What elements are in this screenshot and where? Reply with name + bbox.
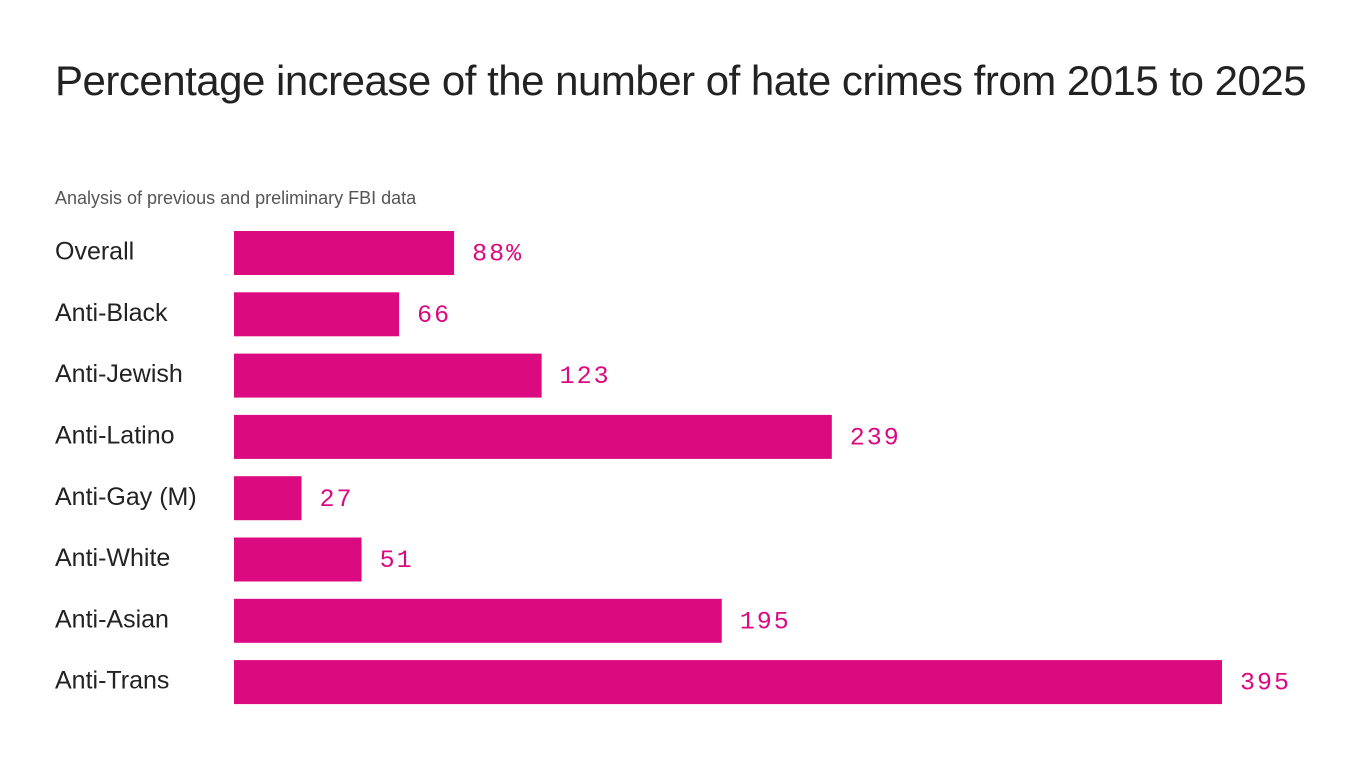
value-label: 66 bbox=[417, 301, 451, 330]
value-label: 195 bbox=[740, 607, 791, 636]
value-label: 239 bbox=[850, 424, 901, 453]
chart-subtitle: Analysis of previous and preliminary FBI… bbox=[55, 188, 417, 208]
bar bbox=[234, 476, 302, 521]
category-label: Anti-White bbox=[55, 544, 170, 572]
bar bbox=[234, 598, 722, 643]
category-label: Anti-Trans bbox=[55, 667, 169, 695]
bar bbox=[234, 292, 400, 337]
bar bbox=[234, 231, 455, 275]
category-label: Overall bbox=[55, 238, 134, 266]
category-label: Anti-Latino bbox=[55, 422, 175, 450]
bar bbox=[234, 353, 542, 398]
category-label: Anti-Asian bbox=[55, 605, 169, 633]
category-label: Anti-Gay (M) bbox=[55, 483, 197, 511]
bar bbox=[234, 537, 362, 582]
chart-title: Percentage increase of the number of hat… bbox=[55, 57, 1307, 104]
value-label: 123 bbox=[560, 362, 611, 391]
bar bbox=[234, 414, 832, 459]
category-label: Anti-Jewish bbox=[55, 360, 183, 388]
value-label: 27 bbox=[320, 485, 354, 514]
bar bbox=[234, 660, 1222, 705]
value-label: 51 bbox=[380, 546, 414, 575]
value-label: 395 bbox=[1240, 669, 1291, 698]
value-label: 88% bbox=[472, 240, 523, 269]
category-label: Anti-Black bbox=[55, 299, 168, 327]
